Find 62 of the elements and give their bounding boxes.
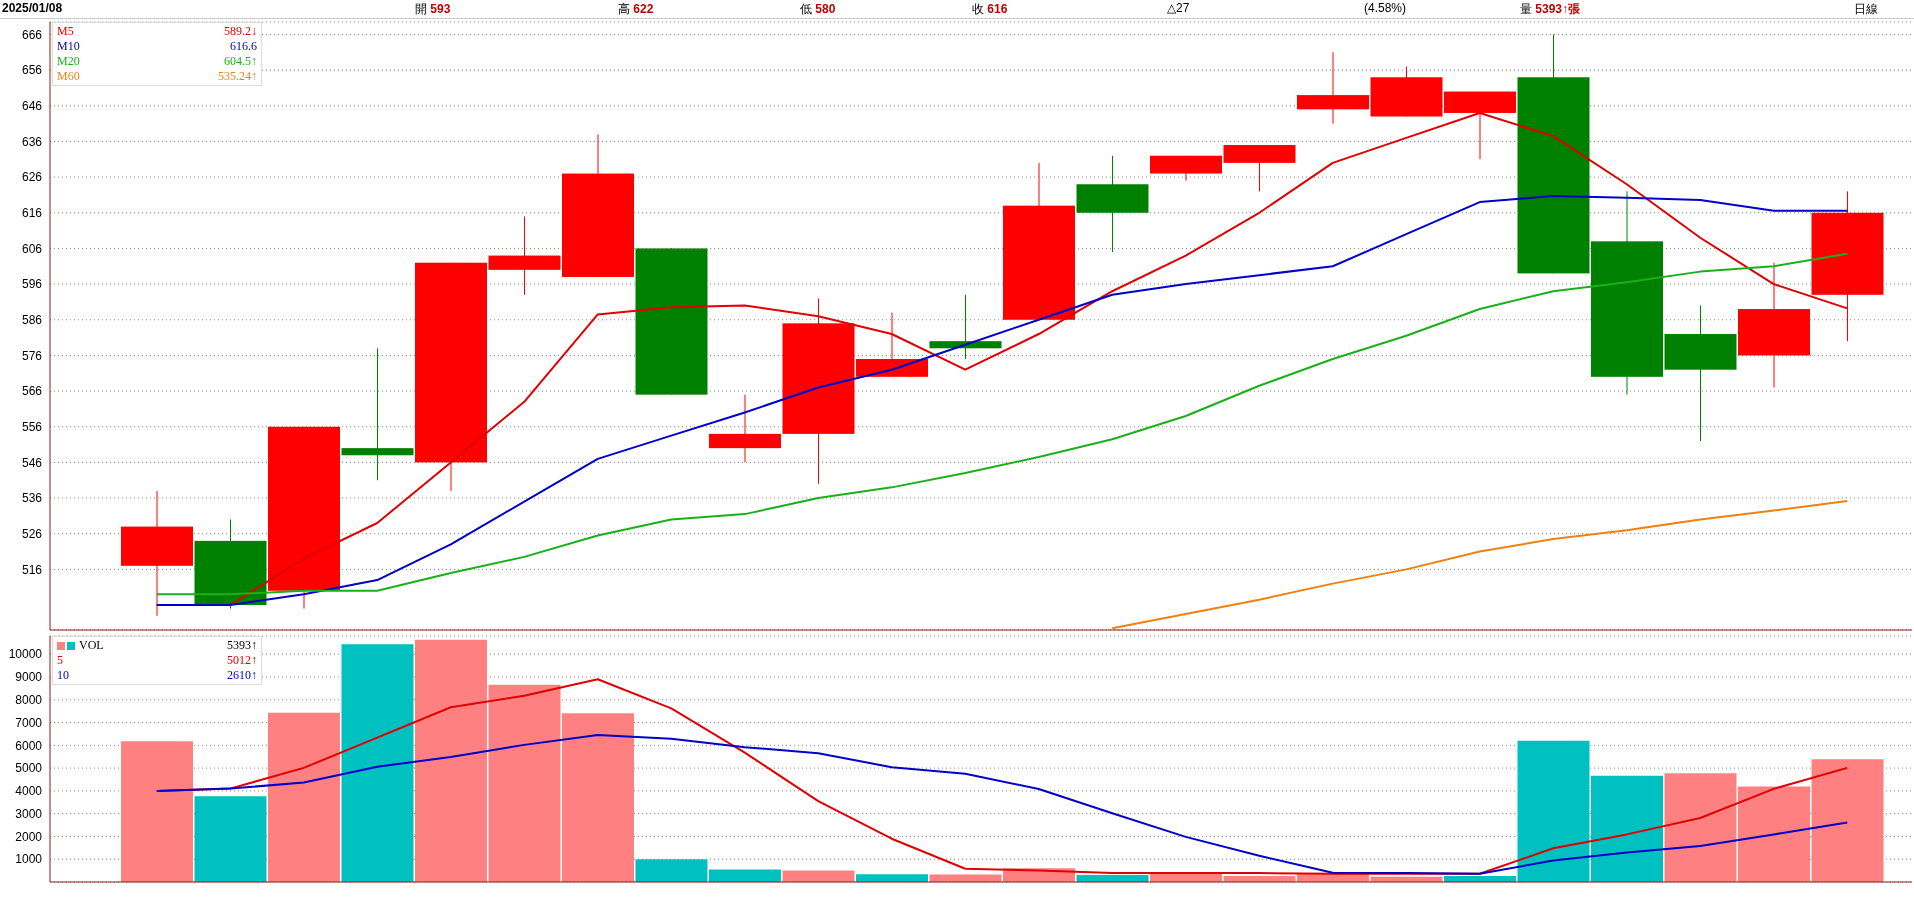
text: △27 bbox=[1167, 1, 1190, 15]
candlestick bbox=[341, 347, 414, 481]
annotation: 604.5↑ bbox=[224, 54, 257, 69]
line-series bbox=[155, 252, 1849, 596]
y-tick-label: 516 bbox=[21, 562, 43, 577]
y-tick-label: 10000 bbox=[8, 647, 43, 662]
text: 量 5393↑張 bbox=[1520, 1, 1581, 18]
legend-label: VOL bbox=[79, 638, 104, 653]
text: 高 622 bbox=[618, 1, 654, 18]
y-tick-label: 5000 bbox=[15, 761, 43, 776]
y-tick-label: 636 bbox=[21, 134, 43, 149]
y-tick-label: 596 bbox=[21, 277, 43, 292]
y-tick-label: 526 bbox=[21, 526, 43, 541]
text: (4.58%) bbox=[1364, 1, 1407, 15]
bar bbox=[1811, 759, 1884, 882]
bar bbox=[268, 712, 340, 882]
y-tick-label: 3000 bbox=[15, 806, 43, 821]
bar bbox=[121, 741, 193, 882]
text: 10 bbox=[57, 668, 69, 683]
y-tick-label: 1000 bbox=[15, 852, 43, 867]
annotation: 535.24↑ bbox=[218, 69, 257, 84]
line-series bbox=[1111, 499, 1849, 630]
annotation: 5393↑ bbox=[227, 638, 257, 653]
text: 5 bbox=[57, 653, 63, 668]
y-tick-label: 616 bbox=[21, 206, 43, 221]
text: 日線 bbox=[1854, 1, 1878, 18]
text: 開 593 bbox=[415, 1, 451, 18]
bar bbox=[415, 639, 487, 882]
y-tick-label: 566 bbox=[21, 384, 43, 399]
annotation: 2610↑ bbox=[227, 668, 257, 683]
line-series bbox=[155, 734, 1849, 875]
y-tick-label: 586 bbox=[21, 313, 43, 328]
annotation: 616.6 bbox=[230, 39, 257, 54]
y-tick-label: 666 bbox=[21, 27, 43, 42]
y-tick-label: 2000 bbox=[15, 829, 43, 844]
text: M10 bbox=[57, 39, 80, 54]
y-tick-label: 546 bbox=[21, 455, 43, 470]
bar bbox=[194, 796, 267, 882]
y-tick-label: 606 bbox=[21, 241, 43, 256]
text: M20 bbox=[57, 54, 80, 69]
bar bbox=[856, 874, 928, 882]
text: M60 bbox=[57, 69, 80, 84]
annotation: 589.2↓ bbox=[224, 24, 257, 39]
y-tick-label: 556 bbox=[21, 420, 43, 434]
y-tick-label: 626 bbox=[21, 170, 43, 185]
y-tick-label: 656 bbox=[21, 63, 43, 78]
y-tick-label: 6000 bbox=[15, 738, 43, 753]
text: 2025/01/08 bbox=[2, 1, 63, 15]
bar bbox=[341, 644, 414, 882]
y-tick-label: 9000 bbox=[15, 670, 43, 685]
text: M5 bbox=[57, 24, 74, 39]
text: 低 580 bbox=[800, 1, 836, 18]
y-tick-label: 646 bbox=[21, 99, 43, 114]
text: 收 616 bbox=[972, 1, 1008, 18]
annotation: 5012↑ bbox=[227, 653, 257, 668]
y-tick-label: 8000 bbox=[15, 693, 43, 708]
y-tick-label: 536 bbox=[21, 491, 43, 506]
candlestick bbox=[929, 294, 1002, 360]
y-tick-label: 4000 bbox=[15, 784, 43, 799]
y-tick-label: 576 bbox=[21, 348, 43, 363]
line-series bbox=[155, 195, 1849, 607]
y-tick-label: 7000 bbox=[15, 715, 43, 730]
